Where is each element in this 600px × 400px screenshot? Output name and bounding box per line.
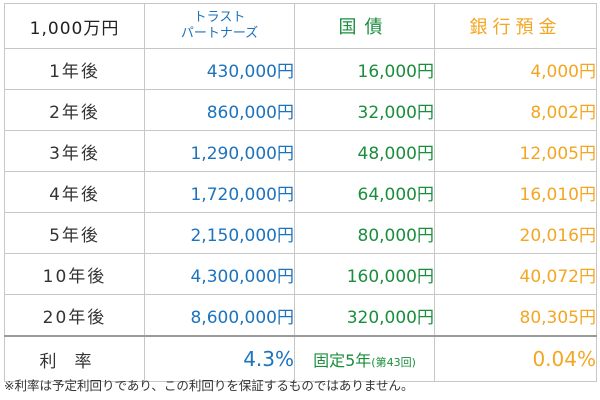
government-bond-header: 国債 xyxy=(294,3,435,49)
interest-comparison-table: 1,000万円 トラスト パートナーズ 国債 銀行預金 1年後 430,000円 1… xyxy=(4,3,597,382)
trust-value: 2,150,000円 xyxy=(144,212,295,254)
government-bond-rate-main: 固定5年 xyxy=(313,351,372,370)
bank-deposit-header: 銀行預金 xyxy=(434,3,597,49)
table-row: 20年後 8,600,000円 320,000円 80,305円 xyxy=(4,294,597,337)
trust-value: 4,300,000円 xyxy=(144,253,295,295)
trust-value: 1,720,000円 xyxy=(144,171,295,213)
bank-deposit-value: 12,005円 xyxy=(434,130,597,172)
bank-deposit-value: 20,016円 xyxy=(434,212,597,254)
bank-deposit-value: 80,305円 xyxy=(434,294,597,337)
table-row: 3年後 1,290,000円 48,000円 12,005円 xyxy=(4,130,597,172)
government-bond-value: 320,000円 xyxy=(294,294,435,337)
principal-header: 1,000万円 xyxy=(4,3,145,49)
bank-deposit-value: 4,000円 xyxy=(434,48,597,90)
government-bond-value: 48,000円 xyxy=(294,130,435,172)
year-cell: 20年後 xyxy=(4,294,145,337)
trust-header-line2: パートナーズ xyxy=(180,26,259,41)
government-bond-rate-sub: (第43回) xyxy=(371,356,416,369)
year-cell: 10年後 xyxy=(4,253,145,295)
trust-rate: 4.3% xyxy=(144,335,295,382)
government-bond-value: 32,000円 xyxy=(294,89,435,131)
bank-deposit-value: 8,002円 xyxy=(434,89,597,131)
header-row: 1,000万円 トラスト パートナーズ 国債 銀行預金 xyxy=(4,3,597,49)
trust-header-line1: トラスト xyxy=(193,10,246,25)
bank-rate: 0.04% xyxy=(434,335,597,382)
year-cell: 5年後 xyxy=(4,212,145,254)
year-cell: 4年後 xyxy=(4,171,145,213)
year-cell: 3年後 xyxy=(4,130,145,172)
bank-deposit-value: 16,010円 xyxy=(434,171,597,213)
disclaimer-note: ※利率は予定利回りであり、この利回りを保証するものではありません。 xyxy=(4,378,414,393)
table-row: 1年後 430,000円 16,000円 4,000円 xyxy=(4,48,597,90)
table-body: 1年後 430,000円 16,000円 4,000円 2年後 860,000円 32,00… xyxy=(4,48,597,337)
trust-value: 8,600,000円 xyxy=(144,294,295,337)
table-row: 2年後 860,000円 32,000円 8,002円 xyxy=(4,89,597,131)
government-bond-value: 80,000円 xyxy=(294,212,435,254)
rate-row: 利率 4.3% 固定5年(第43回) 0.04% xyxy=(4,335,597,382)
table-row: 5年後 2,150,000円 80,000円 20,016円 xyxy=(4,212,597,254)
rate-label: 利率 xyxy=(4,335,145,382)
government-bond-value: 160,000円 xyxy=(294,253,435,295)
government-bond-value: 64,000円 xyxy=(294,171,435,213)
table-row: 4年後 1,720,000円 64,000円 16,010円 xyxy=(4,171,597,213)
table-row: 10年後 4,300,000円 160,000円 40,072円 xyxy=(4,253,597,295)
year-cell: 2年後 xyxy=(4,89,145,131)
year-cell: 1年後 xyxy=(4,48,145,90)
trust-value: 860,000円 xyxy=(144,89,295,131)
trust-value: 1,290,000円 xyxy=(144,130,295,172)
bank-deposit-value: 40,072円 xyxy=(434,253,597,295)
trust-partners-header: トラスト パートナーズ xyxy=(144,3,295,49)
government-bond-value: 16,000円 xyxy=(294,48,435,90)
trust-value: 430,000円 xyxy=(144,48,295,90)
